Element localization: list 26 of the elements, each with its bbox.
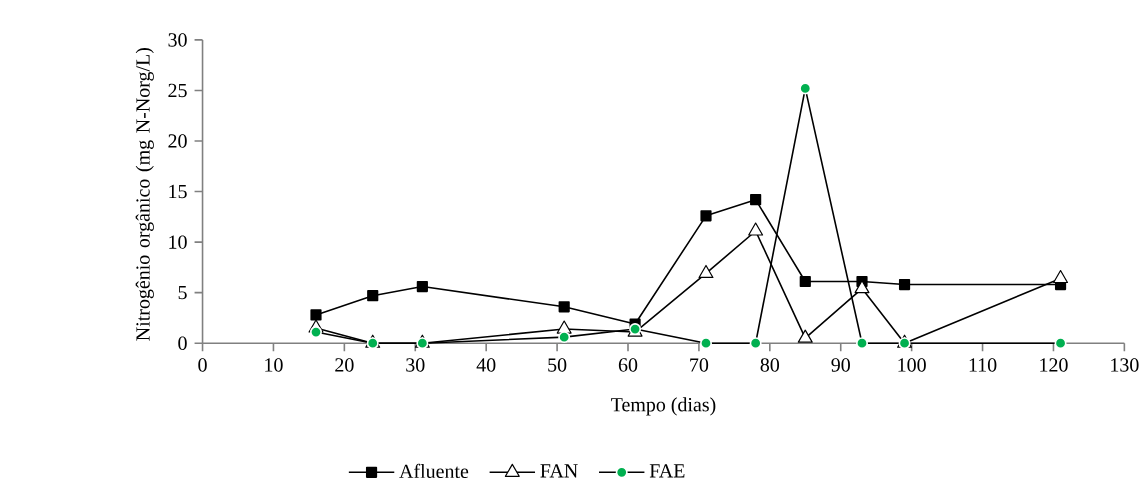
legend-label: Afluente	[399, 463, 469, 479]
x-tick-label: 80	[760, 358, 780, 372]
y-tick-label: 15	[169, 184, 187, 199]
y-tick-label: 5	[178, 286, 187, 300]
x-tick-label: 110	[969, 358, 997, 372]
y-tick-label: 10	[169, 235, 187, 249]
x-tick-label: 50	[548, 358, 567, 372]
x-tick-label: 30	[406, 358, 425, 372]
x-tick-label: 130	[1111, 358, 1139, 372]
x-tick-label: 0	[198, 358, 207, 372]
x-axis-title: Tempo (dias)	[611, 397, 716, 416]
x-tick-label: 20	[335, 358, 354, 372]
legend-label: FAN	[540, 464, 578, 478]
x-tick-label: 120	[1040, 358, 1068, 372]
x-tick-label: 10	[265, 358, 283, 372]
x-tick-label: 60	[618, 358, 638, 372]
y-tick-label: 30	[168, 33, 187, 47]
y-tick-label: 25	[168, 83, 187, 98]
x-tick-label: 90	[831, 358, 850, 372]
x-tick-label: 40	[476, 358, 496, 372]
y-tick-label: 20	[168, 134, 187, 148]
x-tick-label: 100	[898, 358, 926, 372]
legend-label: FAE	[649, 464, 685, 478]
x-tick-label: 70	[690, 358, 709, 372]
y-tick-label: 0	[178, 336, 187, 350]
y-axis-title: Nitrogênio orgânico (mg N-Norg/L)	[135, 48, 154, 341]
